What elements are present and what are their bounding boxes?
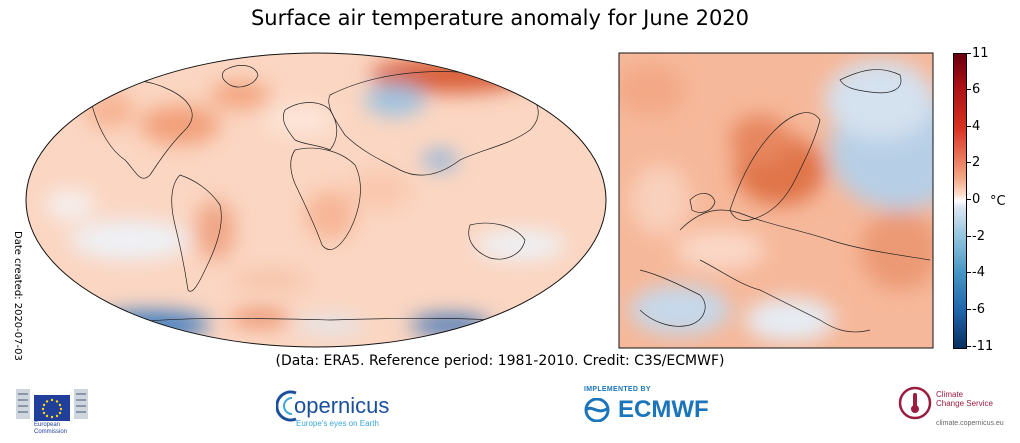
ecmwf-wave-icon	[584, 398, 610, 422]
colorbar-label: -4	[972, 265, 985, 280]
global-anomaly-map	[26, 53, 606, 347]
colorbar-label: 6	[972, 82, 981, 97]
c3s-label-2: Change Service	[936, 399, 993, 408]
eu-label-1: European	[34, 422, 61, 428]
c3s-thermometer-icon	[898, 386, 932, 420]
colorbar-tick	[966, 53, 971, 54]
colorbar-tick	[966, 199, 971, 200]
data-credit: (Data: ERA5. Reference period: 1981-2010…	[275, 353, 725, 369]
colorbar-unit: °C	[990, 194, 1006, 209]
ecmwf-name: ECMWF	[618, 396, 709, 423]
c3s-label-1: Climate	[936, 390, 964, 399]
map-title: Surface air temperature anomaly for June…	[250, 6, 750, 30]
colorbar-tick	[966, 272, 971, 273]
colorbar	[953, 53, 967, 349]
europe-anomaly-map	[619, 53, 933, 348]
colorbar-label: 0	[972, 192, 981, 207]
europe-frame	[618, 52, 934, 349]
colorbar-tick	[966, 236, 971, 237]
ecmwf-logo: IMPLEMENTED BY ECMWF	[582, 386, 742, 426]
c3s-url: climate.copernicus.eu	[936, 420, 1004, 427]
date-created: Date created: 2020-07-03	[12, 231, 23, 361]
colorbar-tick	[966, 346, 971, 347]
colorbar-tick	[966, 162, 971, 163]
colorbar-tick	[966, 126, 971, 127]
copernicus-c-icon	[276, 390, 297, 422]
ecmwf-implemented-label: IMPLEMENTED BY	[584, 386, 651, 393]
colorbar-label: -6	[972, 302, 985, 317]
copernicus-tagline: Europe's eyes on Earth	[296, 419, 379, 428]
colorbar-tick	[966, 89, 971, 90]
colorbar-label: 4	[972, 119, 981, 134]
copernicus-name: opernicus	[294, 393, 390, 418]
colorbar-label: -11	[972, 339, 994, 354]
european-commission-logo: European Commission	[16, 385, 106, 439]
colorbar-label: 11	[972, 46, 989, 61]
copernicus-logo: opernicus Europe's eyes on Earth	[276, 387, 396, 431]
colorbar-label: 2	[972, 155, 981, 170]
c3s-logo: Climate Change Service climate.copernicu…	[898, 384, 1008, 434]
eu-label-2: Commission	[34, 429, 68, 435]
globe-outline	[25, 52, 607, 348]
colorbar-tick	[966, 309, 971, 310]
colorbar-label: -2	[972, 229, 985, 244]
